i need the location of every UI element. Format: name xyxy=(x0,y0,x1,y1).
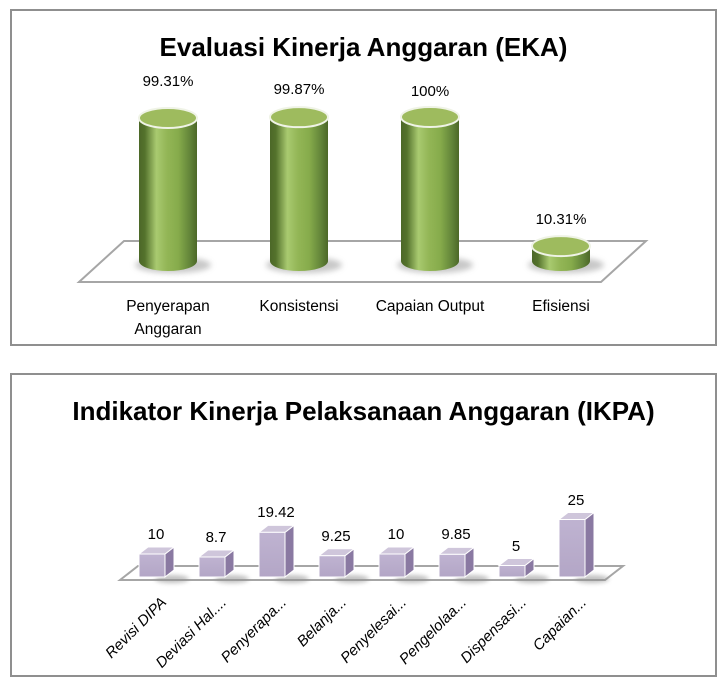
ikpa-chart-canvas xyxy=(117,511,626,583)
value-label: 10 xyxy=(147,526,165,543)
value-label: 100% xyxy=(410,83,450,100)
bar-6 xyxy=(498,565,526,578)
cylinder-bar-0 xyxy=(139,117,197,272)
value-label: 5 xyxy=(511,537,521,555)
cylinder-bar-3 xyxy=(532,246,590,271)
eka-chart-panel: Evaluasi Kinerja Anggaran (EKA) 99.31% Pe… xyxy=(10,9,717,346)
ikpa-chart-panel: Indikator Kinerja Pelaksanaan Anggaran (… xyxy=(10,373,717,677)
category-label: Konsistensi xyxy=(259,298,339,315)
bar-1 xyxy=(198,556,226,578)
ikpa-chart-title: Indikator Kinerja Pelaksanaan Anggaran (… xyxy=(72,396,655,426)
chart-floor xyxy=(76,240,649,283)
eka-chart-title: Evaluasi Kinerja Anggaran (EKA) xyxy=(159,32,568,62)
value-label: 99.87% xyxy=(273,81,325,99)
bar-4 xyxy=(378,553,406,578)
value-label: 9.25 xyxy=(321,527,351,545)
category-label: Efisiensi xyxy=(532,298,590,315)
bar-7 xyxy=(558,519,586,578)
category-label: Penyerapan Anggaran xyxy=(126,298,210,338)
category-label: Capaian Output xyxy=(375,298,485,315)
value-label: 9.85 xyxy=(441,526,471,544)
value-label: 10 xyxy=(387,526,405,543)
value-label: 19.42 xyxy=(257,504,295,522)
cylinder-top xyxy=(531,235,591,258)
cylinder-top xyxy=(138,106,198,129)
cylinder-bar-1 xyxy=(270,117,328,272)
value-label: 10.31% xyxy=(535,211,587,229)
bar-side-face xyxy=(584,511,595,579)
bar-2 xyxy=(258,531,286,578)
chart-floor xyxy=(117,565,626,581)
cylinder-top xyxy=(269,106,329,129)
cylinder-top xyxy=(400,106,460,128)
bar-side-face xyxy=(284,524,295,579)
bar-3 xyxy=(318,555,346,578)
cylinder-bar-2 xyxy=(401,117,459,271)
value-label: 99.31% xyxy=(142,72,194,90)
bar-5 xyxy=(438,553,466,578)
value-label: 25 xyxy=(567,491,585,509)
eka-chart-canvas xyxy=(76,106,649,283)
value-label: 8.7 xyxy=(205,528,227,546)
bar-0 xyxy=(138,553,166,578)
